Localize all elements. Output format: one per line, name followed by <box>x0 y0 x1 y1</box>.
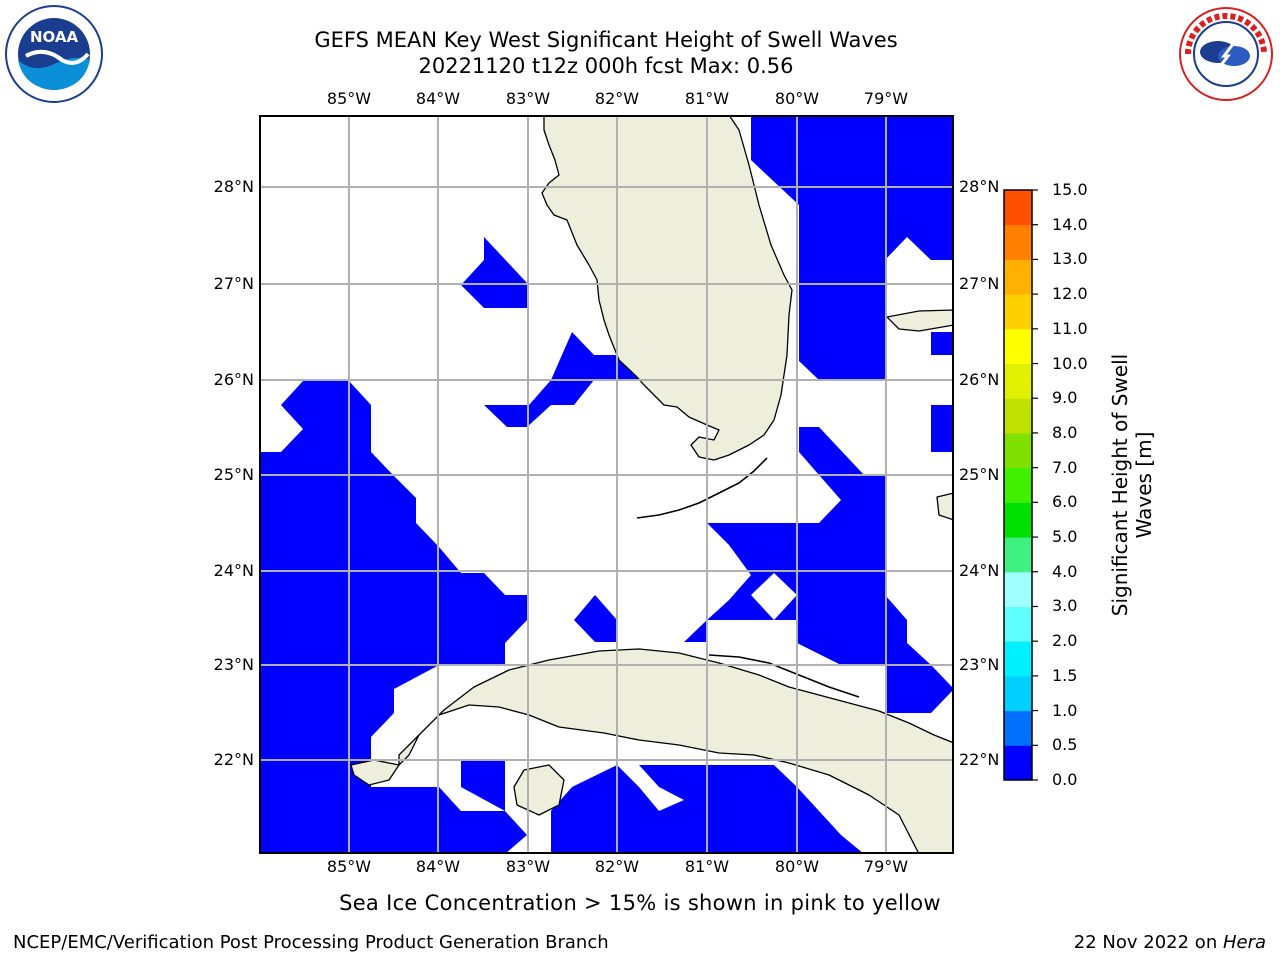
lat-label-left: 24°N <box>213 561 254 580</box>
colorbar-segment <box>1004 363 1032 399</box>
lat-label-right: 26°N <box>959 370 1000 389</box>
colorbar-segment <box>1004 294 1032 330</box>
colorbar-segment <box>1004 190 1032 226</box>
lon-label-bottom: 82°W <box>594 857 640 876</box>
colorbar-tick-label: 8.0 <box>1052 422 1078 442</box>
cuba-land <box>398 648 954 854</box>
chart-title: GEFS MEAN Key West Significant Height of… <box>314 28 898 52</box>
colorbar-tick-label: 14.0 <box>1052 214 1088 234</box>
lon-label-top: 82°W <box>594 89 640 108</box>
wave-gap <box>751 573 797 620</box>
lon-label-top: 83°W <box>505 89 551 108</box>
wave-region-ne <box>751 115 954 380</box>
colorbar-tick-label: 4.0 <box>1052 561 1078 581</box>
chart-subtitle: 20221120 t12z 000h fcst Max: 0.56 <box>418 54 794 78</box>
lat-label-left: 25°N <box>213 465 254 484</box>
colorbar-tick-label: 9.0 <box>1052 388 1078 408</box>
lat-label-right: 23°N <box>959 655 1000 674</box>
colorbar-tick-label: 0.0 <box>1052 770 1078 789</box>
colorbar-segment <box>1004 328 1032 365</box>
footer-host: Hera <box>1222 932 1266 953</box>
colorbar-tick-label: 1.0 <box>1052 700 1078 720</box>
sea-ice-note: Sea Ice Concentration > 15% is shown in … <box>339 891 941 915</box>
colorbar-tick-label: 12.0 <box>1052 284 1088 304</box>
colorbar <box>1003 189 1038 781</box>
lon-label-bottom: 84°W <box>415 857 461 876</box>
colorbar-tick-label: 15.0 <box>1052 180 1088 199</box>
cuba-north-keys <box>708 654 860 698</box>
colorbar-tick-label: 5.0 <box>1052 527 1078 547</box>
colorbar-tick-label: 1.5 <box>1052 665 1078 685</box>
noaa-logo-text: NOAA <box>30 28 79 46</box>
colorbar-segment <box>1004 710 1032 746</box>
lat-label-left: 23°N <box>213 655 254 674</box>
colorbar-title: Significant Height of Swell Waves [m] <box>1108 353 1156 617</box>
colorbar-segment <box>1004 259 1032 295</box>
colorbar-tick-label: 0.5 <box>1052 735 1078 755</box>
bahamas-andros <box>936 492 954 521</box>
colorbar-segment <box>1004 641 1032 677</box>
noaa-logo: NOAA <box>5 5 103 103</box>
lon-label-top: 84°W <box>415 89 461 108</box>
lat-label-left: 26°N <box>213 370 254 389</box>
lon-label-top: 85°W <box>326 89 372 108</box>
colorbar-tick-label: 6.0 <box>1052 492 1078 512</box>
isla-de-la-juventud <box>513 764 565 816</box>
graticule <box>259 115 954 854</box>
colorbar-tick-label: 10.0 <box>1052 353 1088 373</box>
lat-label-right: 27°N <box>959 274 1000 293</box>
colorbar-segment <box>1004 571 1032 607</box>
wave-region-gulf-1 <box>461 237 527 308</box>
colorbar-tick-label: 7.0 <box>1052 457 1078 477</box>
wave-region-e-small-2 <box>931 405 954 452</box>
colorbar-segment <box>1004 224 1032 260</box>
lon-label-top: 80°W <box>774 89 820 108</box>
lat-label-right: 28°N <box>959 177 1000 196</box>
footer-date-text: 22 Nov 2022 on <box>1073 932 1223 953</box>
colorbar-tick-label: 13.0 <box>1052 249 1088 269</box>
wave-region-sw-cuba <box>574 595 617 642</box>
florida-keys <box>636 457 768 519</box>
colorbar-segment <box>1004 398 1032 434</box>
lat-label-right: 25°N <box>959 465 1000 484</box>
lon-label-bottom: 80°W <box>774 857 820 876</box>
lat-label-right: 22°N <box>959 750 1000 769</box>
lon-label-bottom: 85°W <box>326 857 372 876</box>
colorbar-segment <box>1004 675 1032 712</box>
colorbar-frame <box>1003 189 1033 781</box>
nws-logo <box>1179 7 1273 101</box>
wave-region-e-small-1 <box>931 332 954 355</box>
land <box>350 115 954 854</box>
colorbar-tick-label: 11.0 <box>1052 318 1088 338</box>
lon-label-bottom: 79°W <box>863 857 909 876</box>
lon-label-bottom: 81°W <box>684 857 730 876</box>
colorbar-segment <box>1004 745 1032 781</box>
lon-label-top: 81°W <box>684 89 730 108</box>
lat-label-right: 24°N <box>959 561 1000 580</box>
footer-branch: NCEP/EMC/Verification Post Processing Pr… <box>13 932 609 953</box>
lon-label-top: 79°W <box>863 89 909 108</box>
lon-label-bottom: 83°W <box>505 857 551 876</box>
colorbar-tick-label: 3.0 <box>1052 596 1078 616</box>
colorbar-segment <box>1004 606 1032 642</box>
map-panel <box>259 115 954 854</box>
footer-date: 22 Nov 2022 on Hera <box>1074 932 1266 953</box>
lat-label-left: 28°N <box>213 177 254 196</box>
map-frame <box>259 115 954 854</box>
lat-label-left: 22°N <box>213 750 254 769</box>
colorbar-tick-label: 2.0 <box>1052 631 1078 651</box>
colorbar-segment <box>1004 432 1032 469</box>
colorbar-segment <box>1004 502 1032 538</box>
wave-region-s-cuba <box>461 760 505 811</box>
lat-label-left: 27°N <box>213 274 254 293</box>
colorbar-segment <box>1004 467 1032 503</box>
colorbar-segment <box>1004 537 1032 573</box>
florida-land <box>541 115 793 461</box>
wave-region-west <box>259 381 527 854</box>
bahamas-grand <box>886 309 954 332</box>
